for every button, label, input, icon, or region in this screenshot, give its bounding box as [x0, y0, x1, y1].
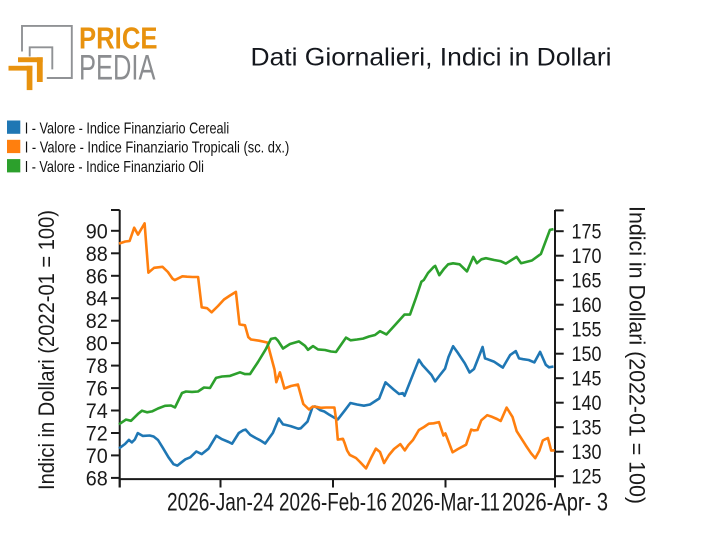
- svg-text:Indici in Dollari (2022-01 = 1: Indici in Dollari (2022-01 = 100): [34, 210, 59, 490]
- svg-text:PEDIA: PEDIA: [79, 47, 156, 87]
- svg-text:PRICE: PRICE: [79, 22, 158, 56]
- svg-text:74: 74: [86, 399, 108, 423]
- svg-text:78: 78: [86, 354, 108, 378]
- svg-text:Indici in Dollari (2022-01 = 1: Indici in Dollari (2022-01 = 100): [625, 206, 650, 504]
- svg-text:76: 76: [86, 377, 108, 401]
- svg-text:70: 70: [86, 444, 108, 468]
- svg-text:Dati Giornalieri, Indici in Do: Dati Giornalieri, Indici in Dollari: [251, 43, 612, 71]
- svg-text:2026-Feb-16: 2026-Feb-16: [279, 489, 387, 517]
- svg-text:2026-Apr- 3: 2026-Apr- 3: [502, 489, 608, 517]
- svg-text:I - Valore - Indice Finanziari: I - Valore - Indice Finanziario Oli: [25, 159, 204, 176]
- svg-text:90: 90: [86, 219, 108, 243]
- svg-text:72: 72: [86, 422, 108, 446]
- svg-text:88: 88: [86, 242, 108, 266]
- svg-text:165: 165: [572, 269, 602, 293]
- svg-text:175: 175: [572, 220, 602, 244]
- svg-text:130: 130: [572, 440, 602, 464]
- svg-text:145: 145: [572, 367, 602, 391]
- svg-text:86: 86: [86, 264, 108, 288]
- svg-text:135: 135: [572, 416, 602, 440]
- svg-text:I - Valore - Indice Finanziari: I - Valore - Indice Finanziario Tropical…: [25, 140, 290, 157]
- svg-text:84: 84: [86, 287, 108, 311]
- svg-text:170: 170: [572, 244, 602, 268]
- svg-text:2026-Mar-11: 2026-Mar-11: [391, 489, 500, 517]
- svg-text:155: 155: [572, 318, 602, 342]
- svg-text:82: 82: [86, 309, 108, 333]
- svg-text:125: 125: [572, 465, 602, 489]
- svg-text:150: 150: [572, 342, 602, 366]
- svg-text:2026-Jan-24: 2026-Jan-24: [167, 489, 274, 517]
- svg-text:140: 140: [572, 391, 602, 415]
- svg-text:I - Valore - Indice Finanziari: I - Valore - Indice Finanziario Cereali: [25, 120, 230, 137]
- svg-text:160: 160: [572, 293, 602, 317]
- svg-text:80: 80: [86, 332, 108, 356]
- svg-text:68: 68: [86, 466, 108, 490]
